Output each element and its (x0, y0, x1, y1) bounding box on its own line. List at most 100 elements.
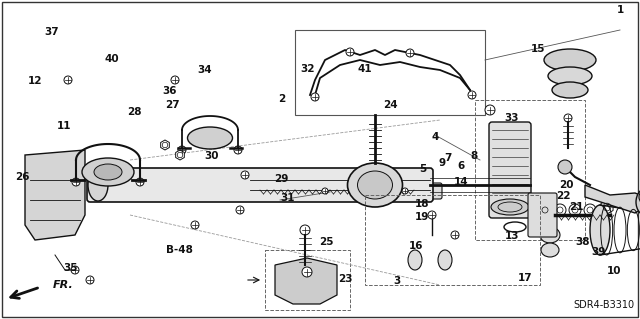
Text: 17: 17 (518, 272, 532, 283)
Circle shape (311, 93, 319, 101)
Circle shape (406, 49, 414, 57)
Text: 28: 28 (127, 107, 141, 117)
Text: 5: 5 (419, 164, 426, 174)
Circle shape (300, 225, 310, 235)
Ellipse shape (88, 169, 108, 201)
Polygon shape (601, 200, 613, 214)
Text: 9: 9 (438, 158, 445, 168)
Polygon shape (25, 150, 85, 240)
Ellipse shape (541, 243, 559, 257)
Text: 23: 23 (339, 274, 353, 284)
Circle shape (241, 171, 249, 179)
Circle shape (558, 160, 572, 174)
Text: 30: 30 (204, 151, 218, 161)
Circle shape (322, 188, 328, 194)
Ellipse shape (82, 158, 134, 186)
Text: 14: 14 (454, 177, 468, 187)
Text: 35: 35 (63, 263, 77, 273)
Circle shape (639, 189, 640, 205)
Ellipse shape (491, 199, 529, 215)
Polygon shape (175, 150, 184, 160)
Text: 39: 39 (591, 247, 605, 257)
Circle shape (564, 114, 572, 122)
Text: 10: 10 (607, 266, 621, 276)
Polygon shape (275, 258, 337, 304)
Ellipse shape (438, 250, 452, 270)
Text: 38: 38 (575, 237, 589, 248)
Circle shape (236, 206, 244, 214)
Text: 36: 36 (163, 86, 177, 96)
Text: 41: 41 (358, 63, 372, 74)
Text: 12: 12 (28, 76, 42, 86)
Circle shape (178, 146, 186, 154)
Text: SDR4-B3310: SDR4-B3310 (574, 300, 635, 310)
FancyBboxPatch shape (308, 183, 442, 199)
Circle shape (539, 204, 551, 216)
Text: 22: 22 (556, 191, 570, 201)
Circle shape (191, 221, 199, 229)
FancyBboxPatch shape (489, 122, 531, 218)
Ellipse shape (358, 171, 392, 199)
Ellipse shape (94, 164, 122, 180)
Text: FR.: FR. (53, 280, 74, 290)
Text: 6: 6 (457, 161, 465, 171)
Text: 4: 4 (431, 132, 439, 142)
Circle shape (468, 91, 476, 99)
Circle shape (428, 211, 436, 219)
Text: 40: 40 (105, 54, 119, 64)
Circle shape (584, 204, 596, 216)
Ellipse shape (188, 127, 232, 149)
Circle shape (451, 231, 459, 239)
Text: 26: 26 (15, 172, 29, 182)
Text: 34: 34 (198, 65, 212, 75)
Text: 1: 1 (617, 4, 625, 15)
Text: 21: 21 (569, 202, 583, 212)
Circle shape (485, 105, 495, 115)
Circle shape (569, 204, 581, 216)
Text: 19: 19 (415, 212, 429, 222)
Text: 29: 29 (275, 174, 289, 184)
Text: 32: 32 (300, 63, 314, 74)
Text: 25: 25 (319, 237, 333, 248)
Circle shape (402, 188, 408, 194)
Ellipse shape (636, 188, 640, 216)
Text: 24: 24 (383, 100, 397, 110)
Text: B-48: B-48 (166, 245, 193, 256)
FancyBboxPatch shape (87, 168, 433, 202)
Ellipse shape (408, 250, 422, 270)
FancyBboxPatch shape (528, 193, 557, 237)
Ellipse shape (544, 49, 596, 71)
Text: 13: 13 (505, 231, 519, 241)
Circle shape (171, 76, 179, 84)
Text: 11: 11 (57, 121, 71, 131)
Circle shape (362, 188, 368, 194)
Circle shape (554, 204, 566, 216)
Circle shape (72, 178, 80, 186)
Polygon shape (585, 185, 640, 213)
FancyBboxPatch shape (265, 250, 350, 310)
Circle shape (86, 276, 94, 284)
Ellipse shape (552, 82, 588, 98)
Text: 3: 3 (393, 276, 401, 286)
Text: 15: 15 (531, 44, 545, 55)
Circle shape (346, 48, 354, 56)
Text: 2: 2 (278, 94, 285, 104)
Text: 33: 33 (505, 113, 519, 123)
Text: 18: 18 (415, 199, 429, 209)
Circle shape (136, 178, 144, 186)
Text: 37: 37 (44, 27, 58, 37)
Text: 27: 27 (166, 100, 180, 110)
Text: 16: 16 (409, 241, 423, 251)
Circle shape (64, 76, 72, 84)
Ellipse shape (590, 205, 610, 255)
Text: 20: 20 (559, 180, 573, 190)
Circle shape (302, 267, 312, 277)
Circle shape (71, 266, 79, 274)
Circle shape (234, 146, 242, 154)
Text: 7: 7 (444, 153, 452, 163)
Ellipse shape (348, 163, 403, 207)
Ellipse shape (540, 227, 560, 243)
Text: 8: 8 (470, 151, 477, 161)
Polygon shape (161, 140, 170, 150)
Text: 31: 31 (281, 193, 295, 203)
